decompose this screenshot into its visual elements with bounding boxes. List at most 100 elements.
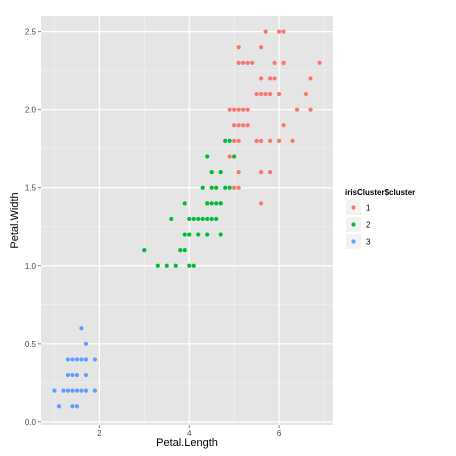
data-point-cluster-2: [200, 185, 205, 190]
data-point-cluster-1: [259, 201, 264, 206]
data-point-cluster-1: [281, 29, 286, 34]
data-point-cluster-3: [79, 388, 84, 393]
data-point-cluster-2: [218, 232, 223, 237]
legend-label: 3: [366, 238, 371, 247]
data-point-cluster-2: [155, 263, 160, 268]
data-point-cluster-1: [245, 123, 250, 128]
data-point-cluster-1: [236, 170, 241, 175]
data-point-cluster-1: [303, 91, 309, 97]
data-point-cluster-2: [196, 232, 201, 237]
data-point-cluster-2: [205, 232, 210, 237]
major-gridlines: [41, 16, 333, 425]
data-point-cluster-2: [223, 185, 228, 190]
data-point-cluster-2: [169, 216, 174, 222]
data-point-cluster-1: [245, 107, 250, 112]
data-point-cluster-2: [209, 170, 214, 175]
data-point-cluster-3: [83, 341, 89, 346]
data-point-cluster-1: [236, 107, 241, 112]
data-point-cluster-1: [232, 123, 237, 128]
data-point-cluster-2: [205, 201, 210, 206]
data-point-cluster-2: [205, 154, 210, 159]
data-point-cluster-1: [259, 170, 264, 175]
data-point-cluster-3: [74, 404, 80, 409]
data-point-cluster-2: [178, 248, 183, 253]
data-point-cluster-2: [142, 248, 147, 253]
data-point-cluster-1: [290, 138, 295, 143]
data-point-cluster-3: [70, 388, 75, 393]
data-point-cluster-3: [83, 372, 89, 378]
data-point-cluster-1: [317, 60, 322, 65]
data-point-cluster-2: [196, 216, 201, 222]
y-axis-title: Petal.Width: [9, 192, 21, 248]
data-point-cluster-2: [227, 138, 232, 143]
data-point-cluster-1: [232, 107, 237, 112]
data-point-cluster-1: [227, 154, 232, 159]
data-point-cluster-3: [74, 372, 80, 378]
data-point-cluster-1: [236, 45, 241, 50]
data-point-cluster-2: [187, 232, 192, 237]
data-point-cluster-1: [232, 138, 237, 143]
data-point-cluster-3: [92, 357, 98, 362]
data-point-cluster-1: [236, 138, 241, 143]
data-point-cluster-2: [218, 170, 223, 175]
x-tick-label: 6: [277, 429, 282, 438]
data-point-cluster-1: [227, 107, 232, 112]
data-point-cluster-1: [268, 76, 273, 81]
data-point-cluster-2: [187, 216, 192, 222]
data-point-cluster-3: [79, 326, 84, 331]
data-point-cluster-2: [232, 154, 237, 159]
data-point-cluster-1: [281, 123, 286, 128]
data-point-cluster-2: [200, 216, 205, 222]
data-point-cluster-2: [209, 216, 214, 222]
legend: irisCluster$cluster 1 2 3: [345, 188, 415, 249]
y-tick-label: 1.5: [25, 184, 37, 193]
data-point-cluster-1: [259, 76, 264, 81]
data-point-cluster-3: [61, 388, 66, 393]
data-point-cluster-1: [236, 60, 241, 65]
data-point-cluster-3: [65, 357, 71, 362]
data-point-cluster-2: [191, 216, 196, 222]
legend-label: 1: [366, 204, 371, 213]
y-tick-label: 2.5: [25, 28, 37, 37]
data-point-cluster-1: [294, 107, 300, 112]
data-point-cluster-2: [173, 263, 178, 268]
data-point-cluster-3: [92, 388, 98, 393]
data-point-cluster-1: [236, 123, 241, 128]
data-point-cluster-1: [276, 91, 282, 97]
data-point-cluster-1: [276, 29, 282, 34]
data-point-cluster-1: [232, 185, 237, 190]
data-point-cluster-1: [308, 76, 313, 81]
y-tick-label: 0.0: [25, 418, 37, 427]
data-point-cluster-3: [70, 357, 75, 362]
data-point-cluster-2: [205, 216, 210, 222]
data-point-cluster-1: [281, 60, 286, 65]
data-point-cluster-2: [214, 216, 219, 222]
data-point-cluster-1: [276, 138, 282, 143]
y-axis-ticks: 0.0 0.5 1.0 1.5 2.0 2.5: [25, 28, 41, 427]
data-point-cluster-2: [218, 201, 223, 206]
data-point-cluster-1: [263, 29, 268, 34]
data-point-cluster-2: [227, 185, 232, 190]
y-tick-label: 2.0: [25, 106, 37, 115]
data-point-cluster-1: [272, 76, 277, 81]
data-point-cluster-3: [70, 372, 75, 378]
data-point-cluster-1: [272, 60, 277, 65]
data-point-cluster-2: [182, 232, 187, 237]
data-point-cluster-2: [214, 185, 219, 190]
y-tick-label: 1.0: [25, 262, 37, 271]
data-point-cluster-2: [209, 185, 214, 190]
data-point-cluster-1: [241, 123, 246, 128]
data-point-cluster-2: [209, 201, 214, 206]
data-point-cluster-3: [56, 404, 62, 409]
data-point-cluster-1: [236, 185, 241, 190]
data-point-cluster-1: [254, 138, 259, 143]
data-point-cluster-3: [83, 388, 89, 393]
data-point-cluster-1: [259, 138, 264, 143]
data-point-cluster-1: [250, 60, 255, 65]
data-point-cluster-2: [182, 248, 187, 253]
data-point-cluster-2: [191, 263, 196, 268]
x-tick-label: 4: [187, 429, 192, 438]
data-point-cluster-1: [268, 170, 273, 175]
plot-panel: [41, 16, 333, 425]
